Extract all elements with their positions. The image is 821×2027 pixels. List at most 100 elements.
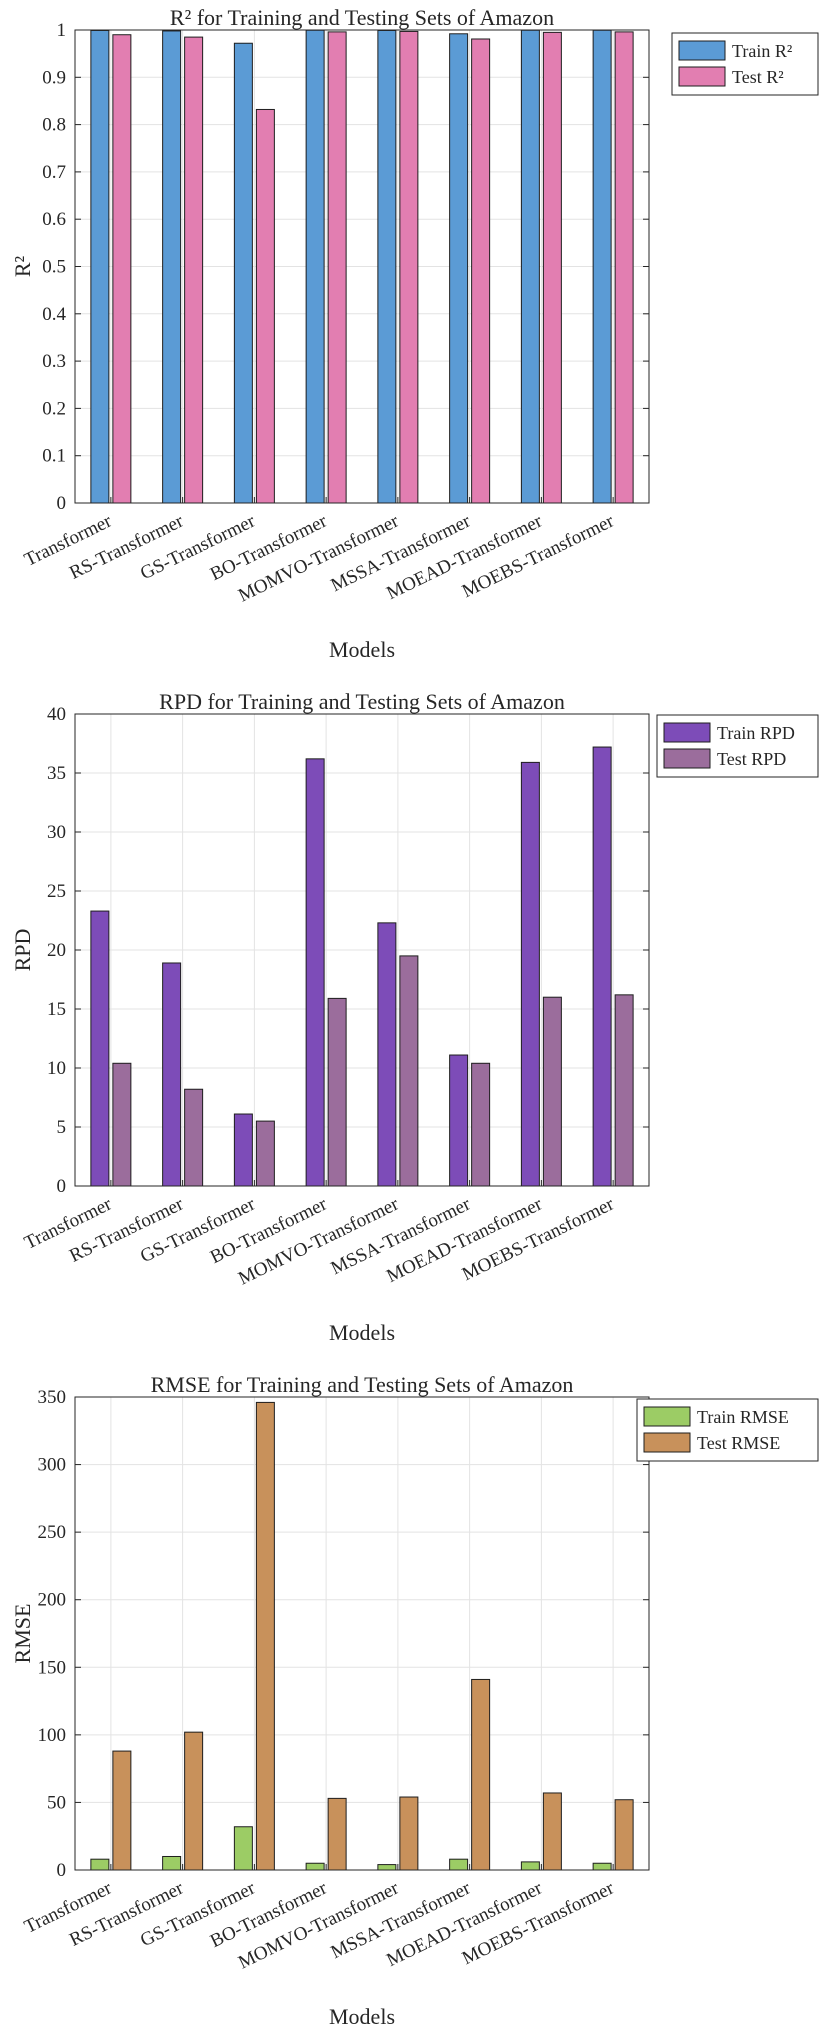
legend-label-train: Train RMSE [697,1407,789,1427]
y-tick-label: 25 [47,881,66,902]
bar-train-0 [90,29,110,504]
bar-train-4 [377,1864,397,1871]
legend-label-test: Test RPD [717,749,786,769]
bar-test-6 [542,996,562,1187]
y-tick-label: 0 [57,493,67,514]
y-tick-label: 1 [57,20,67,41]
bar-train-5 [449,1054,469,1187]
bar-test-0 [112,1062,132,1187]
y-tick-label: 0.4 [42,304,66,325]
y-axis-label: RMSE [10,1604,35,1664]
legend: Train R² Test R² [671,32,819,96]
bar-test-7 [614,1799,634,1871]
y-tick-label: 0 [57,1860,67,1881]
legend-swatch-train [643,1406,691,1427]
y-tick-label: 20 [47,940,66,961]
legend-swatch-train [663,722,711,743]
y-tick-label: 0.1 [42,446,66,467]
y-tick-label: 0 [57,1176,67,1197]
y-tick-label: 15 [47,999,66,1020]
y-tick-label: 250 [38,1522,67,1543]
bar-train-4 [377,29,397,504]
bar-train-1 [162,962,182,1187]
bar-test-3 [327,1797,347,1871]
bar-test-7 [614,31,634,504]
bar-train-2 [233,42,253,504]
bar-train-6 [520,1861,540,1871]
bar-test-3 [327,997,347,1187]
bar-test-3 [327,31,347,504]
bar-test-1 [184,1731,204,1871]
y-tick-label: 40 [47,704,66,725]
bar-test-4 [399,30,419,504]
bar-train-5 [449,1858,469,1871]
bar-test-2 [255,108,275,504]
legend-label-test: Test RMSE [697,1433,780,1453]
chart-title: RMSE for Training and Testing Sets of Am… [151,1372,574,1397]
bar-train-2 [233,1826,253,1871]
axes-box [74,1396,650,1871]
bar-train-0 [90,910,110,1187]
bar-test-5 [471,1678,491,1871]
y-axis-label: R² [10,255,35,277]
bar-test-5 [471,38,491,504]
r2-chart: 00.10.20.30.40.50.60.70.80.91Transformer… [10,5,819,662]
legend-swatch-test [663,748,711,769]
bar-test-4 [399,955,419,1187]
bar-train-4 [377,922,397,1187]
x-axis-label: Models [329,1320,395,1345]
legend-label-train: Train R² [732,41,792,61]
x-axis-label: Models [329,637,395,662]
x-axis-label: Models [329,2004,395,2027]
legend-swatch-test [678,66,726,87]
chart-title: R² for Training and Testing Sets of Amaz… [170,5,554,30]
y-tick-label: 10 [47,1058,66,1079]
y-tick-label: 100 [38,1725,67,1746]
y-tick-label: 0.3 [42,351,66,372]
bar-train-7 [592,746,612,1187]
bar-test-6 [542,31,562,504]
legend: Train RMSE Test RMSE [636,1398,819,1462]
legend-label-train: Train RPD [717,723,795,743]
y-axis-label: RPD [10,929,35,972]
bar-train-6 [520,29,540,504]
y-tick-label: 200 [38,1590,67,1611]
bar-test-0 [112,1750,132,1871]
y-tick-label: 30 [47,822,66,843]
bar-train-3 [305,1862,325,1871]
y-tick-label: 5 [57,1117,67,1138]
bar-train-0 [90,1858,110,1871]
y-tick-label: 0.6 [42,209,66,230]
y-tick-label: 0.9 [42,67,66,88]
bar-train-7 [592,1862,612,1871]
bar-train-1 [162,1855,182,1871]
legend-label-test: Test R² [732,67,784,87]
bar-test-2 [255,1401,275,1871]
y-tick-label: 0.5 [42,257,66,278]
y-tick-label: 0.7 [42,162,66,183]
y-tick-label: 0.2 [42,398,66,419]
bar-test-4 [399,1796,419,1871]
bar-train-7 [592,29,612,504]
bar-test-0 [112,34,132,504]
y-tick-label: 150 [38,1657,67,1678]
legend: Train RPD Test RPD [656,714,819,778]
plot-area [75,1397,649,1870]
bar-train-1 [162,30,182,504]
bar-test-6 [542,1792,562,1871]
bar-train-6 [520,761,540,1187]
bar-test-1 [184,36,204,504]
y-tick-label: 35 [47,763,66,784]
legend-swatch-test [643,1432,691,1453]
rmse-chart: 050100150200250300350TransformerRS-Trans… [10,1372,819,2027]
bar-train-3 [305,758,325,1187]
y-tick-label: 300 [38,1455,67,1476]
chart-title: RPD for Training and Testing Sets of Ama… [159,689,565,714]
bar-train-3 [305,29,325,504]
bar-test-7 [614,994,634,1187]
y-tick-label: 0.8 [42,115,66,136]
y-tick-label: 350 [38,1387,67,1408]
rpd-chart: 0510152025303540TransformerRS-Transforme… [10,689,819,1345]
bar-train-2 [233,1113,253,1187]
